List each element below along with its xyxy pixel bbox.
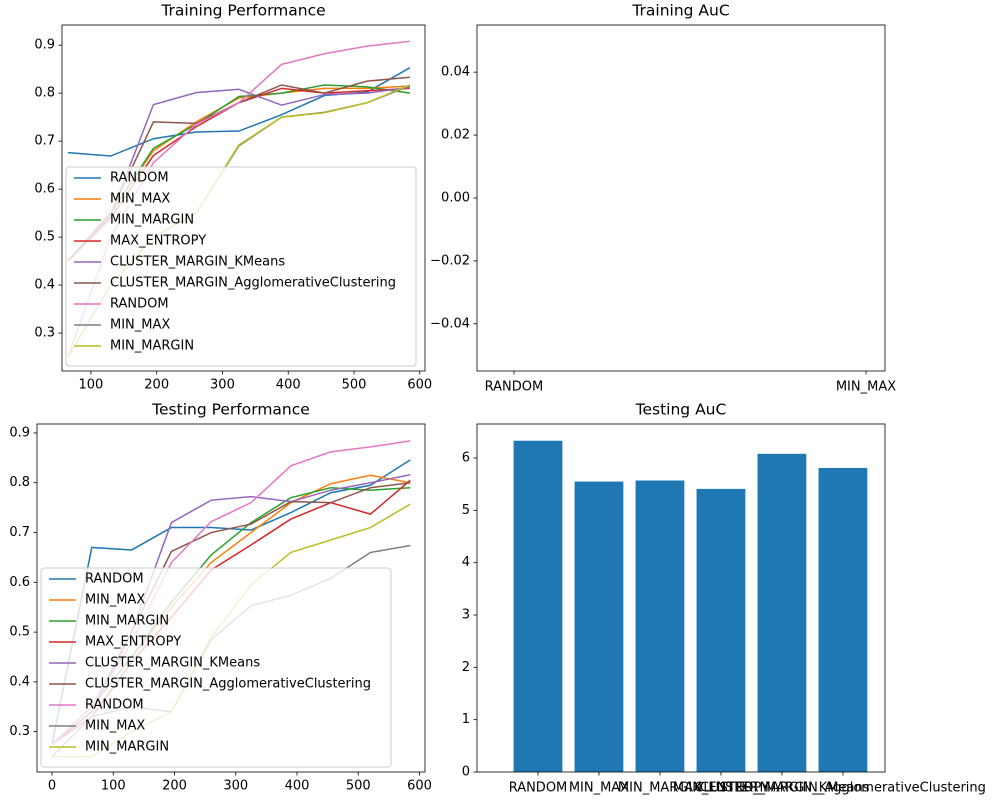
legend: RANDOM MIN_MAX MIN_MARGIN MAX_ENTROPY CLUSTE… (65, 166, 417, 367)
axes-frame (476, 423, 886, 773)
y-tick-label: 0.6 (9, 575, 30, 590)
y-tick-label: 0.7 (34, 134, 55, 149)
x-tick-label: MAX_ENTROPY (673, 781, 769, 796)
x-tick-label: 200 (162, 779, 187, 794)
x-tick-label: 400 (285, 779, 310, 794)
axes-frame (61, 24, 426, 372)
x-tick-label: 300 (210, 378, 235, 393)
legend-label: MIN_MAX (110, 192, 170, 207)
x-tick-label: MIN_MAX (836, 380, 896, 395)
y-tick-label: 0.6 (34, 182, 55, 197)
legend-label: CLUSTER_MARGIN_AgglomerativeClustering (85, 677, 371, 692)
y-tick-label: 0.4 (34, 278, 55, 293)
y-tick-label: 0.5 (9, 625, 30, 640)
legend-label: MIN_MAX (85, 719, 145, 734)
y-tick-label: 0.02 (441, 128, 470, 143)
x-tick-label: 600 (407, 779, 432, 794)
chart-title: Testing Performance (151, 401, 310, 419)
legend-label: CLUSTER_MARGIN_AgglomerativeClustering (110, 276, 396, 291)
y-tick-label: 0.04 (441, 65, 470, 80)
y-tick-label: 4 (462, 555, 470, 570)
y-tick-label: 0.9 (34, 38, 55, 53)
y-tick-label: 0.9 (9, 425, 30, 440)
axes-frame (36, 423, 426, 773)
chart-title: Training AuC (631, 2, 729, 20)
y-tick-label: 1 (462, 712, 470, 727)
subplot: Training AuC −0.04 −0.02 0.00 0.02 0.04 RANDOM… (430, 2, 896, 395)
x-tick-label: CLUSTER_MARGIN_AgglomerativeClustering (700, 781, 986, 796)
x-tick-label: RANDOM (509, 781, 568, 796)
legend-label: MIN_MARGIN (85, 740, 169, 755)
y-tick-label: 0.4 (9, 674, 30, 689)
bar (696, 488, 746, 772)
x-tick-label: 500 (342, 378, 367, 393)
y-tick-label: 0 (462, 765, 470, 780)
legend-label: MAX_ENTROPY (110, 234, 206, 249)
legend-box (40, 567, 392, 768)
legend-label: CLUSTER_MARGIN_KMeans (110, 255, 285, 270)
legend-label: RANDOM (110, 171, 169, 186)
y-tick-label: 0.3 (34, 326, 55, 341)
legend-label: MAX_ENTROPY (85, 635, 181, 650)
legend-label: RANDOM (110, 297, 169, 312)
legend: RANDOM MIN_MAX MIN_MARGIN MAX_ENTROPY CLUSTE… (40, 567, 392, 768)
bar (757, 453, 807, 772)
x-tick-label: RANDOM (485, 380, 544, 395)
bar (818, 467, 868, 772)
subplot: Training Performance 0.3 0.4 0.5 0.6 0.7 0.8 0.… (34, 2, 432, 393)
x-tick-label: 400 (276, 378, 301, 393)
x-tick-label: 200 (144, 378, 169, 393)
y-tick-label: 0.00 (441, 191, 470, 206)
x-tick-label: 500 (346, 779, 371, 794)
series-line (67, 67, 411, 157)
legend-label: MIN_MAX (110, 318, 170, 333)
y-tick-label: 5 (462, 503, 470, 518)
legend-box (65, 166, 417, 367)
x-tick-label: 100 (79, 378, 104, 393)
y-tick-label: 0.3 (9, 724, 30, 739)
bar (635, 480, 685, 772)
y-tick-label: 0.8 (34, 86, 55, 101)
bar (513, 440, 563, 772)
x-tick-label: MIN_MARGIN (618, 781, 702, 796)
axes-frame (476, 24, 886, 372)
x-tick-label: CLUSTER_MARGIN_KMeans (694, 781, 869, 796)
legend-label: MIN_MARGIN (110, 339, 194, 354)
chart-title: Training Performance (160, 2, 325, 20)
x-tick-label: 100 (101, 779, 126, 794)
chart-title: Testing AuC (635, 401, 727, 419)
legend-label: MIN_MARGIN (110, 213, 194, 228)
y-tick-label: −0.04 (430, 316, 470, 331)
x-tick-label: 300 (223, 779, 248, 794)
subplot: Testing Performance 0.3 0.4 0.5 0.6 0.7 0.8 0.9… (9, 401, 432, 794)
legend-label: MIN_MARGIN (85, 614, 169, 629)
legend-label: MIN_MAX (85, 593, 145, 608)
x-tick-label: 600 (407, 378, 432, 393)
y-tick-label: −0.02 (430, 253, 470, 268)
bar (574, 481, 624, 772)
subplot: Testing AuC 0 1 2 3 4 5 6 RANDOM MIN_MAXMIN_MARGI… (462, 401, 986, 796)
y-tick-label: 2 (462, 660, 470, 675)
y-tick-label: 3 (462, 608, 470, 623)
legend-label: RANDOM (85, 698, 144, 713)
x-tick-label: MIN_MAX (569, 781, 629, 796)
y-tick-label: 6 (462, 451, 470, 466)
x-tick-label: 0 (48, 779, 56, 794)
y-tick-label: 0.8 (9, 475, 30, 490)
legend-label: RANDOM (85, 572, 144, 587)
y-tick-label: 0.7 (9, 525, 30, 540)
y-tick-label: 0.5 (34, 230, 55, 245)
legend-label: CLUSTER_MARGIN_KMeans (85, 656, 260, 671)
